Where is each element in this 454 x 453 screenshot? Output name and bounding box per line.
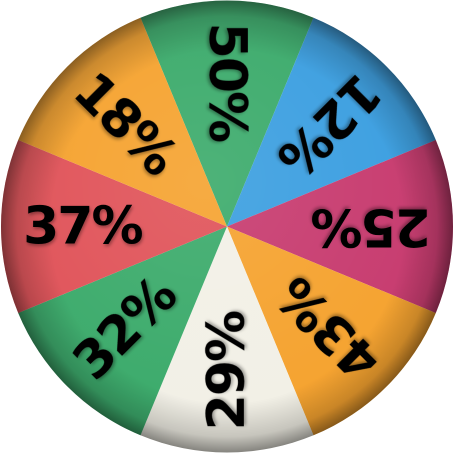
wheel-segment-label: 25% <box>312 197 431 257</box>
wheel-labels: 50% 12%25%43%29%32%37%18% <box>23 23 431 431</box>
wheel-segment-label: 29% <box>197 311 257 430</box>
wheel-segment-label: 50% <box>197 23 257 142</box>
wheel-segment-label: 37% <box>23 197 142 257</box>
